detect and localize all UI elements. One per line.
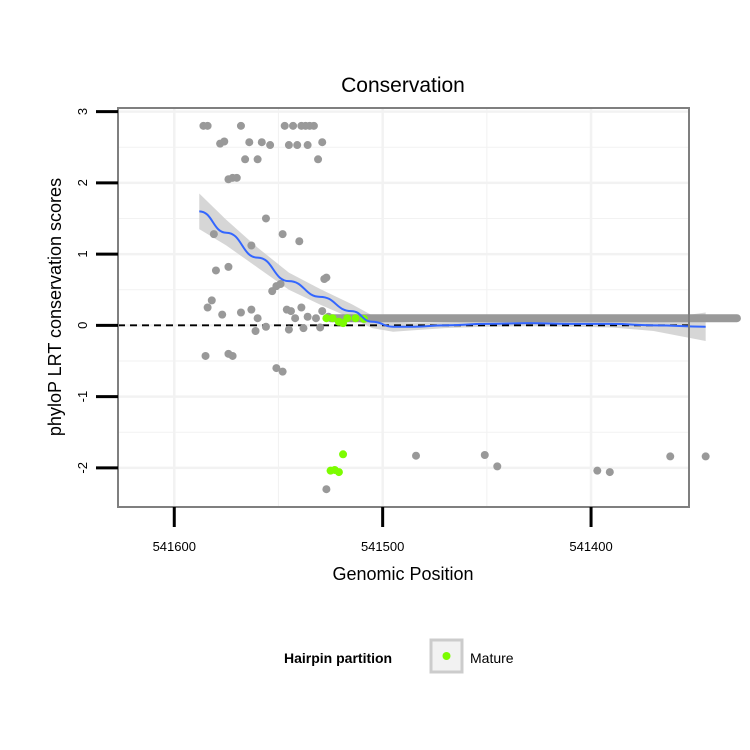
point-other [284, 141, 293, 150]
point-other [278, 367, 287, 376]
point-other [203, 121, 212, 130]
point-other [203, 303, 212, 312]
point-other [295, 237, 304, 246]
point-other [309, 121, 318, 130]
x-axis-title: Genomic Position [332, 564, 473, 584]
point-other [318, 307, 327, 316]
smooth-trend-line [199, 210, 706, 328]
y-tick-label: 2 [75, 179, 90, 186]
point-other [236, 308, 245, 317]
point-other [247, 241, 256, 250]
point-other [291, 314, 300, 323]
point-other [278, 230, 287, 239]
point-other [303, 141, 312, 150]
x-tick-label: 541500 [361, 539, 404, 554]
point-other [311, 314, 320, 323]
point-other [297, 303, 306, 312]
point-other [220, 137, 229, 146]
legend-label-mature: Mature [470, 650, 514, 666]
legend-key-mature-dot [442, 652, 451, 660]
point-mature [351, 314, 360, 323]
point-other [218, 310, 227, 319]
point-mature [334, 468, 343, 477]
point-other [412, 451, 421, 460]
point-other [303, 312, 312, 321]
point-mature [343, 314, 352, 323]
point-other [211, 266, 220, 275]
point-other [293, 141, 302, 150]
y-axis-title: phyloP LRT conservation scores [45, 178, 65, 436]
point-other [245, 138, 254, 147]
point-other [701, 452, 710, 461]
point-other [257, 138, 266, 147]
y-tick-label: -2 [75, 462, 90, 474]
point-other [280, 121, 289, 130]
point-other [299, 324, 308, 333]
point-other [261, 322, 270, 331]
point-other [314, 155, 323, 164]
point-other [272, 364, 281, 373]
point-other [666, 452, 675, 461]
point-other [232, 173, 241, 182]
point-mature [339, 450, 348, 459]
point-mature [328, 314, 337, 323]
panel-background [118, 108, 689, 507]
point-other [284, 325, 293, 334]
point-other [236, 121, 245, 130]
point-other [228, 351, 237, 360]
y-tick-label: -1 [75, 391, 90, 403]
point-other [320, 275, 329, 283]
point-other [266, 141, 275, 150]
point-other [207, 296, 216, 305]
point-mature [322, 314, 331, 323]
point-other [322, 485, 331, 494]
smooth-confidence-ribbon [199, 193, 706, 341]
panel-border [117, 107, 690, 508]
point-other [289, 121, 298, 130]
point-other [261, 214, 270, 223]
chart-title: Conservation [341, 74, 465, 97]
point-other [224, 262, 233, 271]
point-other [247, 305, 256, 314]
legend: Hairpin partition Mature [284, 638, 514, 674]
point-other [201, 351, 210, 360]
point-other [253, 314, 262, 323]
point-other [316, 323, 325, 332]
point-other [241, 155, 250, 164]
point-other [480, 450, 489, 459]
x-tick-label: 541400 [569, 539, 612, 554]
legend-title: Hairpin partition [284, 650, 392, 666]
axes: 3 2 1 0 -1 -2 541600 541500 541400 [75, 108, 613, 554]
point-other [318, 138, 327, 147]
y-tick-label: 1 [75, 250, 90, 257]
point-other [605, 468, 614, 477]
y-tick-label: 3 [75, 108, 90, 115]
point-other [593, 466, 602, 475]
y-tick-label: 0 [75, 322, 90, 329]
point-other [251, 327, 260, 336]
point-other [253, 155, 262, 164]
point-other [286, 307, 295, 316]
x-tick-label: 541600 [153, 539, 196, 554]
point-other [493, 462, 502, 471]
point-other [276, 279, 285, 288]
point-other [209, 230, 218, 239]
plot-panel [117, 107, 741, 508]
